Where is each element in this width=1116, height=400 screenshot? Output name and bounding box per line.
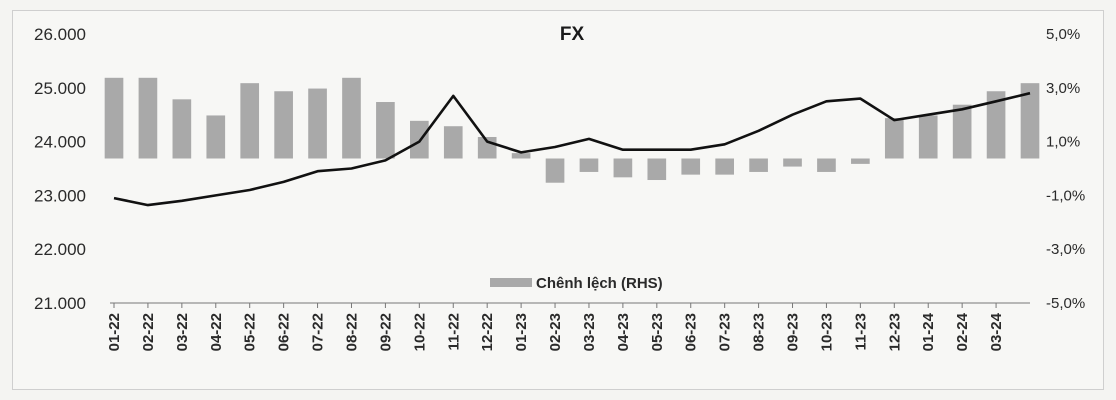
- x-tick-label: 03-24: [988, 312, 1005, 351]
- x-tick-label: 04-23: [615, 313, 632, 351]
- x-tick-label: 12-22: [479, 313, 496, 351]
- spread-bar: [376, 102, 395, 159]
- left-tick-label: 24.000: [34, 133, 86, 152]
- x-tick-label: 01-23: [513, 313, 530, 351]
- left-axis-ticks: 21.000 22.000 23.000 24.000 25.000 26.000: [34, 25, 86, 313]
- x-tick-label: 01-22: [106, 313, 123, 351]
- spread-bar: [715, 158, 734, 175]
- x-tick-label: 06-22: [276, 313, 293, 351]
- spread-bar: [104, 77, 124, 159]
- x-tick-label: 07-22: [310, 313, 327, 351]
- x-tick-label: 11-22: [445, 313, 462, 351]
- left-tick-label: 21.000: [34, 294, 86, 313]
- spread-bar: [138, 77, 158, 159]
- spread-bar: [817, 158, 836, 172]
- spread-bar: [918, 115, 938, 159]
- x-tick-label: 11-23: [852, 313, 869, 351]
- fx-rate-line: [113, 91, 1031, 207]
- spread-bars: [104, 77, 1040, 183]
- x-tick-label: 07-23: [717, 313, 734, 351]
- spread-bar: [308, 88, 327, 159]
- x-tick-label: 08-22: [343, 313, 360, 351]
- spread-bar: [986, 91, 1006, 159]
- x-tick-label: 09-23: [785, 313, 802, 351]
- chart-title: FX: [560, 24, 585, 45]
- spread-bar: [613, 158, 633, 178]
- x-axis-ticks: 01-22 02-22 03-22 04-22 05-22 06-22 07-22 08-22…: [106, 303, 1005, 351]
- spread-bar: [579, 158, 599, 172]
- left-tick-label: 22.000: [34, 240, 86, 259]
- legend: Chênh lệch (RHS): [490, 275, 663, 292]
- spread-bar: [647, 158, 667, 181]
- spread-bar: [511, 153, 531, 159]
- x-tick-label: 08-23: [751, 313, 768, 351]
- x-tick-label: 02-22: [140, 313, 157, 351]
- left-tick-label: 25.000: [34, 79, 86, 98]
- x-tick-label: 05-22: [242, 313, 259, 351]
- spread-bar: [952, 104, 972, 159]
- x-tick-label: 10-23: [818, 313, 835, 351]
- spread-bar: [240, 83, 260, 159]
- x-tick-label: 02-24: [954, 312, 971, 351]
- x-tick-label: 05-23: [649, 313, 666, 351]
- spread-bar: [342, 77, 361, 159]
- x-tick-label: 01-24: [920, 312, 937, 351]
- spread-bar: [783, 158, 802, 167]
- left-tick-label: 26.000: [34, 25, 86, 44]
- spread-bar: [884, 118, 904, 159]
- x-tick-label: 10-22: [411, 313, 428, 351]
- spread-bar: [681, 158, 701, 175]
- right-tick-label: 5,0%: [1046, 26, 1080, 43]
- x-tick-label: 03-23: [581, 313, 598, 351]
- right-tick-label: -1,0%: [1046, 187, 1085, 204]
- x-tick-label: 06-23: [683, 313, 700, 351]
- spread-bar: [749, 158, 768, 172]
- right-axis-ticks: -5,0% -3,0% -1,0% 1,0% 3,0% 5,0%: [1046, 26, 1085, 312]
- spread-bar: [443, 126, 463, 159]
- spread-bar: [1020, 83, 1040, 159]
- right-tick-label: 1,0%: [1046, 134, 1080, 151]
- legend-label: Chênh lệch (RHS): [536, 275, 663, 292]
- x-tick-label: 04-22: [208, 313, 225, 351]
- x-tick-label: 02-23: [547, 313, 564, 351]
- legend-swatch: [490, 278, 532, 287]
- x-tick-label: 03-22: [174, 313, 191, 351]
- x-tick-label: 09-22: [377, 313, 394, 351]
- right-tick-label: -3,0%: [1046, 241, 1085, 258]
- x-tick-label: 12-23: [886, 313, 903, 351]
- left-tick-label: 23.000: [34, 186, 86, 205]
- spread-bar: [545, 158, 565, 183]
- right-tick-label: -5,0%: [1046, 295, 1085, 312]
- right-tick-label: 3,0%: [1046, 80, 1080, 97]
- spread-bar: [851, 158, 870, 164]
- spread-bar: [274, 91, 293, 159]
- spread-bar: [172, 99, 192, 159]
- spread-bar: [206, 115, 226, 159]
